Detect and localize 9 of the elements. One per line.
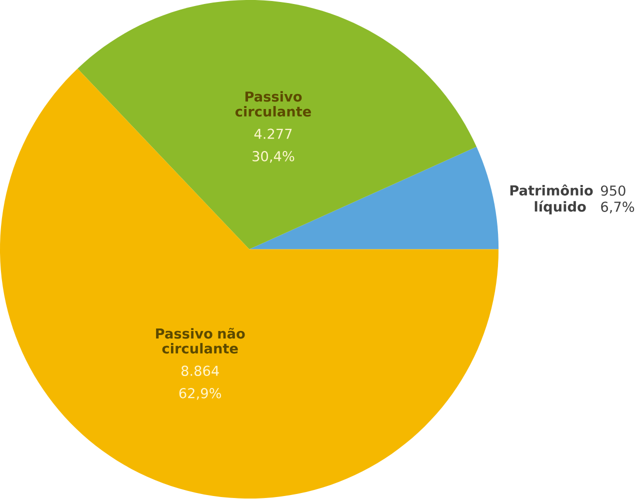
text: 62,9% bbox=[179, 388, 222, 400]
data-label: 4.277 bbox=[254, 128, 292, 140]
slice-label: Passivo circulante bbox=[235, 91, 311, 117]
text: 6,7% bbox=[601, 202, 634, 214]
slice-label: Patrimônio líquido bbox=[510, 184, 593, 215]
slice-label: Passivo não circulante bbox=[156, 328, 245, 354]
text: 30,4% bbox=[252, 151, 294, 163]
data-label: 8.864 bbox=[181, 366, 219, 376]
data-label: 950 bbox=[601, 186, 626, 196]
